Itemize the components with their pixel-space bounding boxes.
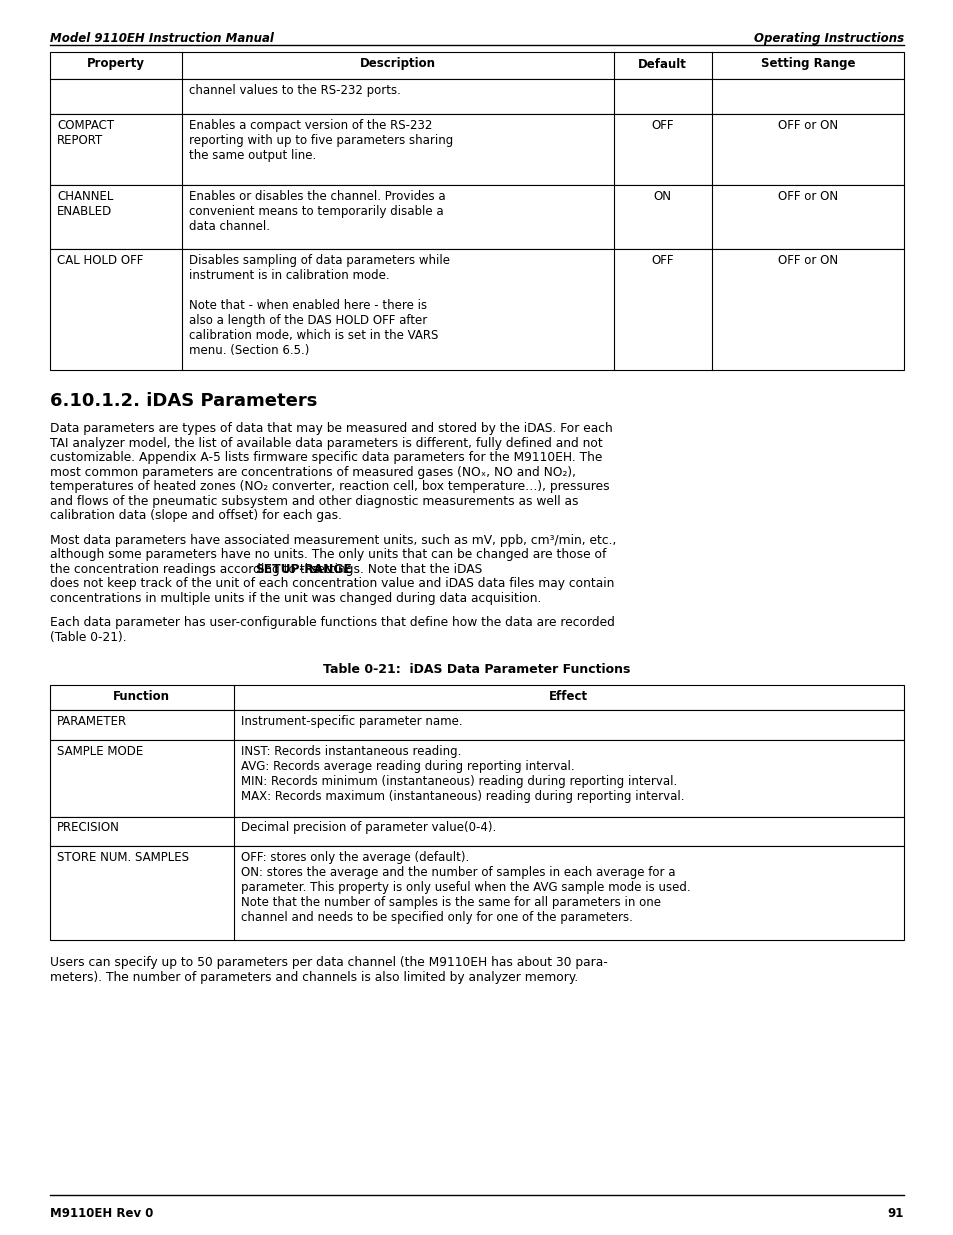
Text: calibration data (slope and offset) for each gas.: calibration data (slope and offset) for … — [50, 510, 341, 522]
Text: ON: ON — [653, 190, 671, 204]
Text: Default: Default — [638, 58, 686, 70]
Text: Operating Instructions: Operating Instructions — [753, 32, 903, 44]
Text: CAL HOLD OFF: CAL HOLD OFF — [57, 254, 143, 268]
Bar — [50, 710, 903, 740]
Text: Data parameters are types of data that may be measured and stored by the iDAS. F: Data parameters are types of data that m… — [50, 422, 612, 436]
Text: PARAMETER: PARAMETER — [57, 715, 127, 727]
Text: does not keep track of the unit of each concentration value and iDAS data files : does not keep track of the unit of each … — [50, 578, 614, 590]
Text: Enables or disables the channel. Provides a
convenient means to temporarily disa: Enables or disables the channel. Provide… — [190, 190, 446, 233]
Bar — [50, 249, 903, 370]
Text: Instrument-specific parameter name.: Instrument-specific parameter name. — [240, 715, 462, 727]
Text: SETUP-RANGE: SETUP-RANGE — [255, 563, 352, 576]
Text: OFF: OFF — [651, 119, 673, 132]
Text: OFF or ON: OFF or ON — [777, 254, 837, 268]
Bar — [50, 79, 903, 114]
Text: customizable. Appendix A-5 lists firmware specific data parameters for the M9110: customizable. Appendix A-5 lists firmwar… — [50, 452, 601, 464]
Text: Property: Property — [87, 58, 145, 70]
Text: Decimal precision of parameter value(0-4).: Decimal precision of parameter value(0-4… — [240, 821, 496, 834]
Text: Each data parameter has user-configurable functions that define how the data are: Each data parameter has user-configurabl… — [50, 616, 615, 630]
Text: CHANNEL
ENABLED: CHANNEL ENABLED — [57, 190, 113, 219]
Text: TAI analyzer model, the list of available data parameters is different, fully de: TAI analyzer model, the list of availabl… — [50, 437, 602, 450]
Bar — [50, 740, 903, 816]
Text: settings. Note that the iDAS: settings. Note that the iDAS — [306, 563, 481, 576]
Text: channel values to the RS-232 ports.: channel values to the RS-232 ports. — [190, 84, 401, 98]
Text: Most data parameters have associated measurement units, such as mV, ppb, cm³/min: Most data parameters have associated mea… — [50, 534, 616, 547]
Text: concentrations in multiple units if the unit was changed during data acquisition: concentrations in multiple units if the … — [50, 592, 540, 605]
Text: Enables a compact version of the RS-232
reporting with up to five parameters sha: Enables a compact version of the RS-232 … — [190, 119, 453, 162]
Bar — [50, 846, 903, 940]
Text: although some parameters have no units. The only units that can be changed are t: although some parameters have no units. … — [50, 548, 606, 562]
Text: and flows of the pneumatic subsystem and other diagnostic measurements as well a: and flows of the pneumatic subsystem and… — [50, 495, 578, 508]
Text: OFF: OFF — [651, 254, 673, 268]
Text: STORE NUM. SAMPLES: STORE NUM. SAMPLES — [57, 851, 189, 863]
Text: Setting Range: Setting Range — [760, 58, 854, 70]
Text: (Table 0-21).: (Table 0-21). — [50, 631, 127, 643]
Text: M9110EH Rev 0: M9110EH Rev 0 — [50, 1207, 153, 1220]
Text: meters). The number of parameters and channels is also limited by analyzer memor: meters). The number of parameters and ch… — [50, 971, 578, 983]
Text: the concentration readings according to the: the concentration readings according to … — [50, 563, 323, 576]
Text: temperatures of heated zones (NO₂ converter, reaction cell, box temperature…), p: temperatures of heated zones (NO₂ conver… — [50, 480, 609, 494]
Text: OFF or ON: OFF or ON — [777, 190, 837, 204]
Text: OFF: stores only the average (default).
ON: stores the average and the number of: OFF: stores only the average (default). … — [240, 851, 690, 924]
Text: PRECISION: PRECISION — [57, 821, 120, 834]
Bar — [50, 816, 903, 846]
Text: OFF or ON: OFF or ON — [777, 119, 837, 132]
Text: 6.10.1.2. iDAS Parameters: 6.10.1.2. iDAS Parameters — [50, 393, 317, 410]
Text: COMPACT
REPORT: COMPACT REPORT — [57, 119, 114, 147]
Text: SAMPLE MODE: SAMPLE MODE — [57, 745, 143, 757]
Text: most common parameters are concentrations of measured gases (NOₓ, NO and NO₂),: most common parameters are concentration… — [50, 466, 576, 479]
Bar — [50, 185, 903, 249]
Text: Table 0-21:  iDAS Data Parameter Functions: Table 0-21: iDAS Data Parameter Function… — [323, 663, 630, 677]
Text: INST: Records instantaneous reading.
AVG: Records average reading during reporti: INST: Records instantaneous reading. AVG… — [240, 745, 683, 803]
Text: 91: 91 — [886, 1207, 903, 1220]
Text: Users can specify up to 50 parameters per data channel (the M9110EH has about 30: Users can specify up to 50 parameters pe… — [50, 956, 607, 969]
Text: Effect: Effect — [549, 690, 588, 704]
Bar — [50, 114, 903, 185]
Text: Function: Function — [113, 690, 171, 704]
Bar — [50, 685, 903, 710]
Text: Model 9110EH Instruction Manual: Model 9110EH Instruction Manual — [50, 32, 274, 44]
Text: Description: Description — [359, 58, 436, 70]
Bar — [50, 52, 903, 79]
Text: Disables sampling of data parameters while
instrument is in calibration mode.

N: Disables sampling of data parameters whi… — [190, 254, 450, 357]
